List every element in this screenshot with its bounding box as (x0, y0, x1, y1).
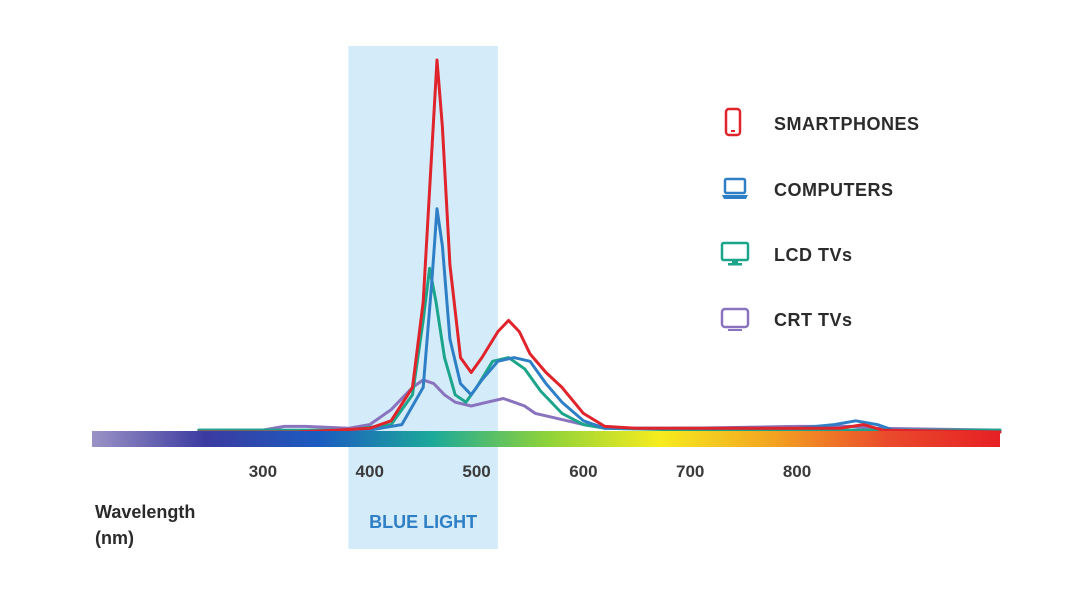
x-axis-label-line: Wavelength (95, 502, 195, 522)
x-axis-ticks: 300 400 500 600 700 800 (249, 462, 811, 481)
crt-tv-icon (720, 307, 750, 331)
legend: SMARTPHONES COMPUTERS LCD TVs CRT TVs (720, 107, 920, 331)
smartphone-icon (724, 107, 742, 137)
x-tick-label: 300 (249, 462, 277, 481)
legend-label: LCD TVs (774, 245, 853, 265)
legend-item-smartphones: SMARTPHONES (724, 107, 920, 137)
series-line-smartphones (197, 58, 1002, 434)
x-tick-label: 400 (356, 462, 384, 481)
legend-item-lcd-tvs: LCD TVs (720, 241, 853, 266)
series-line-lcd-tvs (197, 266, 1002, 432)
legend-item-computers: COMPUTERS (722, 177, 894, 200)
laptop-icon (722, 177, 748, 199)
monitor-icon (720, 241, 750, 266)
x-tick-label: 500 (462, 462, 490, 481)
series-curves (197, 58, 1002, 434)
legend-label: CRT TVs (774, 310, 853, 330)
blue-light-label: BLUE LIGHT (369, 512, 477, 532)
legend-label: COMPUTERS (774, 180, 894, 200)
x-tick-label: 800 (783, 462, 811, 481)
x-axis-label: Wavelength (nm) (95, 502, 195, 548)
x-axis-label-line: (nm) (95, 528, 134, 548)
x-tick-label: 600 (569, 462, 597, 481)
series-line-computers (197, 207, 1002, 434)
spectrum-bar (92, 431, 1000, 447)
legend-label: SMARTPHONES (774, 114, 920, 134)
x-tick-label: 700 (676, 462, 704, 481)
legend-item-crt-tvs: CRT TVs (720, 307, 853, 331)
